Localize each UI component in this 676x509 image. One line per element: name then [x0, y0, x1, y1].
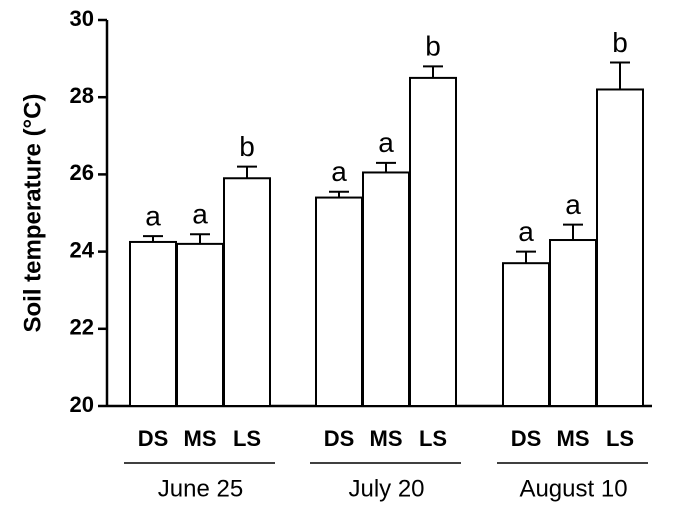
y-tick-label: 26 — [70, 160, 94, 185]
group-label: August 10 — [519, 475, 627, 502]
bar — [502, 262, 550, 407]
x-tick-label: MS — [184, 426, 217, 451]
y-tick-label: 24 — [70, 237, 95, 262]
y-tick-label: 28 — [70, 83, 94, 108]
error-bar — [143, 235, 163, 242]
x-tick-label: MS — [370, 426, 403, 451]
y-axis-label: Soil temperature (°C) — [19, 94, 46, 333]
bar — [409, 76, 457, 408]
x-tick-label: MS — [557, 426, 590, 451]
x-tick-label: DS — [324, 426, 355, 451]
error-bar — [329, 190, 349, 198]
group-label: July 20 — [348, 475, 424, 502]
bar — [362, 171, 410, 407]
annotation: b — [612, 27, 628, 58]
x-tick-label: LS — [606, 426, 634, 451]
annotation: a — [192, 199, 208, 230]
y-tick-label: 22 — [70, 315, 94, 340]
error-bar — [237, 165, 257, 179]
y-tick-label: 30 — [70, 6, 94, 31]
annotation: b — [425, 31, 441, 62]
x-tick-label: DS — [511, 426, 542, 451]
annotation: a — [145, 201, 161, 232]
bar — [223, 177, 271, 407]
x-tick-label: LS — [419, 426, 447, 451]
error-bar — [610, 61, 630, 90]
x-tick-label: DS — [138, 426, 169, 451]
y-tick-label: 20 — [70, 392, 94, 417]
bar — [176, 242, 224, 407]
bar — [596, 88, 644, 407]
error-bar — [423, 65, 443, 78]
error-bar — [190, 233, 210, 244]
bar — [315, 196, 363, 407]
annotation: a — [518, 216, 534, 247]
bar — [549, 239, 597, 407]
x-tick-label: LS — [233, 426, 261, 451]
error-bar — [376, 161, 396, 173]
annotation: a — [565, 189, 581, 220]
annotation: a — [331, 156, 347, 187]
group-label: June 25 — [158, 475, 243, 502]
bar — [129, 240, 177, 407]
annotation: b — [239, 131, 255, 162]
annotation: a — [378, 127, 394, 158]
error-bar — [516, 250, 536, 264]
error-bar — [563, 223, 583, 241]
